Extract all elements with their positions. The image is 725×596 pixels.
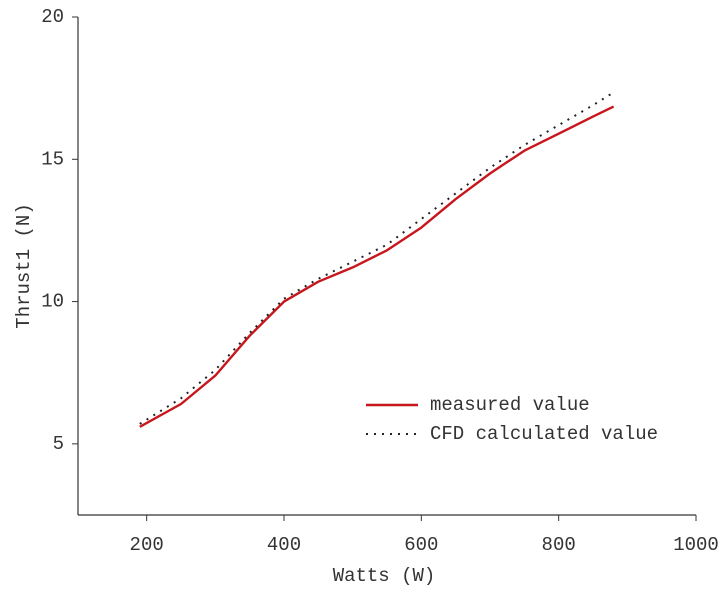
y-tick-label: 20 (41, 6, 64, 28)
y-axis-label: Thrust1 (N) (13, 203, 35, 328)
x-tick-label: 400 (267, 534, 301, 556)
y-tick-label: 10 (41, 291, 64, 313)
x-axis-label: Watts (W) (333, 565, 436, 587)
legend-label: measured value (430, 394, 590, 416)
series-line (139, 105, 615, 428)
x-tick-label: 800 (542, 534, 576, 556)
y-tick-label: 5 (53, 433, 64, 455)
series-line (139, 91, 615, 425)
x-tick-label: 1000 (673, 534, 719, 556)
y-tick-label: 15 (41, 148, 64, 170)
x-tick-label: 200 (130, 534, 164, 556)
x-tick-label: 600 (404, 534, 438, 556)
legend-label: CFD calculated value (430, 423, 658, 445)
